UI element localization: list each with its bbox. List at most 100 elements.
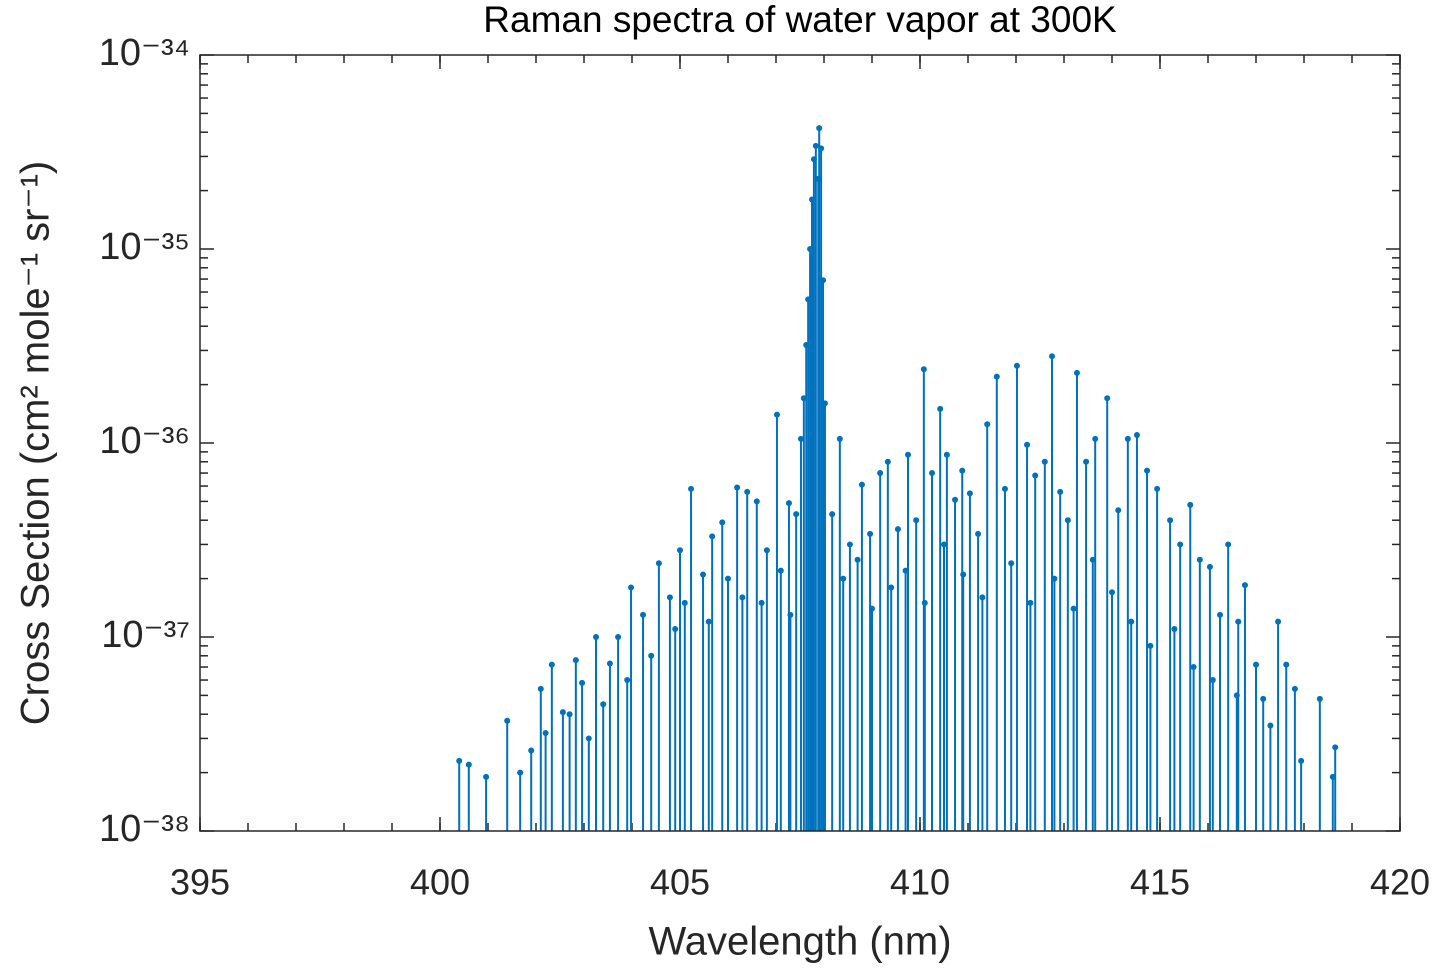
y-tick-label: 10⁻³⁴ [99, 32, 190, 74]
stem-marker [846, 541, 853, 548]
stem-marker [1171, 625, 1178, 632]
stem-marker [688, 485, 695, 492]
stem-marker [1083, 458, 1090, 465]
stem-marker [1167, 517, 1174, 524]
stem-marker [1089, 556, 1096, 563]
y-tick-label: 10⁻³⁶ [99, 420, 190, 462]
x-axis-label: Wavelength (nm) [648, 920, 951, 964]
stem-marker [559, 709, 566, 716]
stem-marker [677, 547, 683, 554]
stem-marker [1206, 563, 1213, 570]
stem-marker [734, 484, 741, 491]
stem-marker [739, 594, 746, 601]
stem-marker [1051, 575, 1058, 582]
stem-marker [820, 277, 827, 284]
stem-marker [1187, 501, 1194, 508]
stem-marker [941, 541, 947, 548]
stem-marker [1316, 695, 1323, 702]
stem-marker [528, 747, 535, 754]
stem-marker [984, 421, 991, 428]
stem-marker [959, 467, 966, 474]
stem-marker [1209, 677, 1216, 684]
stem-marker [920, 366, 927, 373]
stem-marker [1283, 661, 1290, 668]
stem-marker [943, 451, 950, 458]
stem-marker [681, 599, 688, 606]
stem-marker [1064, 517, 1071, 524]
stem-marker [777, 567, 784, 574]
stem-marker [993, 373, 1000, 380]
stem-marker [705, 618, 712, 625]
stem-marker [1225, 541, 1232, 548]
stem-marker [566, 711, 573, 718]
stem-marker [615, 634, 622, 640]
stem-marker [1253, 661, 1259, 668]
stem-marker [877, 470, 884, 477]
stem-marker [975, 530, 982, 537]
stem-marker [787, 611, 794, 618]
y-tick-label: 10⁻³⁸ [99, 808, 190, 850]
stem-marker [542, 730, 549, 737]
chart-title: Raman spectra of water vapor at 300K [483, 0, 1117, 40]
plot-frame [199, 54, 1401, 832]
stem-marker [465, 761, 472, 768]
stem-marker [1128, 618, 1135, 625]
stem-marker [1133, 431, 1140, 438]
stem-marker [709, 533, 716, 540]
y-tick-label: 10⁻³⁷ [101, 614, 190, 656]
stem-marker [840, 575, 847, 582]
stem-marker [719, 519, 726, 526]
stem-marker [797, 435, 804, 442]
stem-marker [758, 599, 765, 606]
stem-marker [1329, 773, 1336, 780]
stem-marker [952, 496, 959, 503]
x-tick-label: 405 [650, 862, 710, 903]
stem-marker [744, 488, 751, 495]
stem-marker [1196, 556, 1203, 563]
stem-marker [1144, 467, 1151, 474]
stem-marker [572, 657, 579, 664]
stem-marker [913, 517, 920, 524]
stem-marker [483, 773, 490, 780]
stem-marker [979, 594, 986, 601]
stem-marker [1001, 485, 1008, 492]
stem-marker [773, 411, 780, 418]
stem-marker [1109, 589, 1115, 596]
stem-marker [1154, 485, 1161, 492]
stem-marker [504, 717, 511, 724]
stem-marker [884, 458, 891, 465]
stem-marker [624, 677, 631, 684]
stem-marker [960, 571, 967, 578]
stem-marker [812, 142, 819, 149]
stem-marker [1177, 541, 1184, 548]
stem-marker [1332, 744, 1339, 751]
stem-marker [836, 435, 843, 442]
stem-marker [579, 679, 586, 686]
stem-marker [1092, 435, 1099, 442]
stem-marker [1233, 692, 1240, 699]
stem-marker [1073, 369, 1080, 376]
stem-marker [1235, 618, 1242, 625]
stem-marker [829, 511, 836, 518]
x-tick-label: 400 [410, 862, 470, 903]
stem-marker [821, 400, 828, 407]
stem-marker [1275, 618, 1282, 625]
stem-marker [793, 511, 800, 518]
stem-marker [655, 560, 662, 567]
stem-marker [606, 660, 613, 667]
stem-marker [921, 599, 928, 606]
stem-marker [600, 701, 607, 708]
x-tick-label: 420 [1370, 862, 1430, 903]
stem-marker [628, 584, 635, 591]
stem-marker [1291, 685, 1298, 692]
x-tick-label: 410 [890, 862, 950, 903]
stem-marker [1057, 488, 1064, 495]
stem-marker [593, 634, 599, 640]
stem-marker [1041, 458, 1048, 465]
stem-marker [888, 584, 895, 591]
stem-marker [905, 451, 911, 458]
stem-marker [816, 125, 823, 132]
stem-marker [929, 470, 935, 477]
stem-marker [1241, 582, 1248, 589]
y-tick-label: 10⁻³⁵ [99, 226, 190, 268]
